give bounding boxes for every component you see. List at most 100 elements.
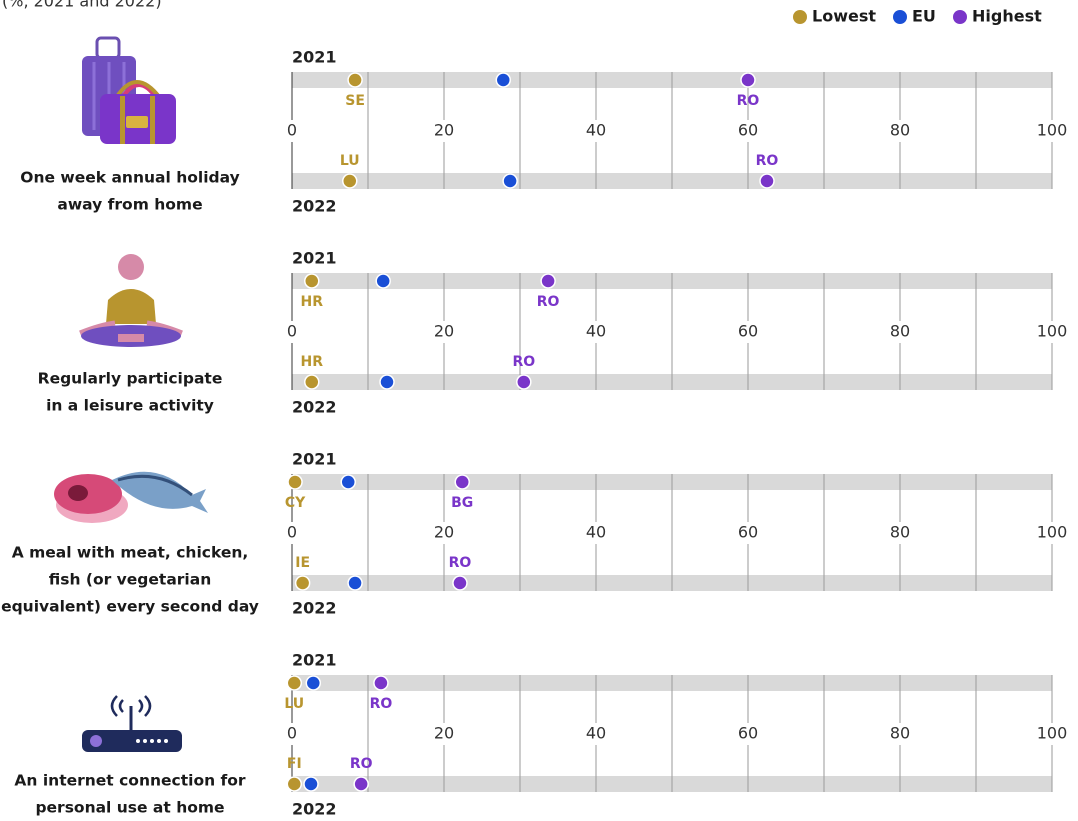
dot <box>540 273 556 289</box>
category-label: A meal with meat, chicken, <box>12 544 249 562</box>
legend-label: EU <box>912 7 936 26</box>
category-label: Regularly participate <box>38 370 223 388</box>
x-tick-label: 60 <box>738 523 758 542</box>
x-tick-label: 0 <box>287 121 297 140</box>
country-label: RO <box>449 555 472 571</box>
x-tick-label: 40 <box>586 523 606 542</box>
router-icon <box>82 695 182 752</box>
dot <box>304 374 320 390</box>
category-label: in a leisure activity <box>46 397 214 415</box>
dot <box>305 675 322 691</box>
x-tick-label: 80 <box>890 523 910 542</box>
country-label: SE <box>345 93 365 109</box>
country-label: BG <box>451 495 473 511</box>
x-tick-label: 60 <box>738 121 758 140</box>
year-label: 2022 <box>292 599 337 618</box>
dot <box>287 474 303 490</box>
legend-label: Highest <box>972 7 1042 26</box>
dot <box>286 776 303 792</box>
year-label: 2021 <box>292 450 337 469</box>
x-tick-label: 100 <box>1037 322 1068 341</box>
x-tick-label: 40 <box>586 121 606 140</box>
tick-label-bg <box>1032 321 1072 343</box>
category-label: away from home <box>57 196 202 214</box>
x-tick-label: 80 <box>890 121 910 140</box>
x-tick-label: 80 <box>890 724 910 743</box>
x-tick-label: 0 <box>287 724 297 743</box>
tick-label-bg <box>576 120 616 142</box>
x-tick-label: 20 <box>434 322 454 341</box>
country-label: RO <box>756 153 779 169</box>
tick-label-bg <box>880 723 920 745</box>
country-label: FI <box>287 756 302 772</box>
tick-label-bg <box>880 522 920 544</box>
dot <box>342 173 358 189</box>
year-label: 2022 <box>292 800 337 819</box>
year-label: 2022 <box>292 197 337 216</box>
x-tick-label: 40 <box>586 724 606 743</box>
country-label: RO <box>512 354 535 370</box>
country-label: RO <box>350 756 373 772</box>
dot <box>340 474 356 490</box>
tick-label-bg <box>576 723 616 745</box>
tick-label-bg <box>272 522 312 544</box>
dot <box>740 72 756 88</box>
country-label: LU <box>284 696 304 712</box>
year-label: 2021 <box>292 249 337 268</box>
country-label: RO <box>737 93 760 109</box>
dot <box>347 72 363 88</box>
x-tick-label: 60 <box>738 322 758 341</box>
year-label: 2021 <box>292 48 337 67</box>
x-tick-label: 60 <box>738 724 758 743</box>
x-tick-label: 20 <box>434 121 454 140</box>
x-tick-label: 100 <box>1037 121 1068 140</box>
tick-label-bg <box>272 321 312 343</box>
legend-marker <box>793 10 807 24</box>
tick-label-bg <box>272 723 312 745</box>
x-tick-label: 0 <box>287 523 297 542</box>
year-label: 2021 <box>292 651 337 670</box>
x-tick-label: 100 <box>1037 724 1068 743</box>
tick-label-bg <box>424 522 464 544</box>
x-tick-label: 40 <box>586 322 606 341</box>
legend-marker <box>893 10 907 24</box>
year-label: 2022 <box>292 398 337 417</box>
dot <box>304 273 320 289</box>
dot <box>373 675 389 691</box>
category-label: An internet connection for <box>14 772 245 790</box>
tick-label-bg <box>728 321 768 343</box>
dot <box>379 374 395 390</box>
tick-label-bg <box>576 522 616 544</box>
x-tick-label: 20 <box>434 523 454 542</box>
tick-label-bg <box>424 120 464 142</box>
country-label: IE <box>295 555 310 571</box>
dot <box>375 273 391 289</box>
dot <box>502 173 518 189</box>
dot <box>347 575 363 591</box>
dot <box>294 575 311 591</box>
dot <box>454 474 470 490</box>
x-tick-label: 20 <box>434 724 454 743</box>
tick-label-bg <box>1032 723 1072 745</box>
category-label: equivalent) every second day <box>1 598 259 616</box>
dot <box>452 575 468 591</box>
tick-label-bg <box>1032 120 1072 142</box>
country-label: CY <box>285 495 306 511</box>
category-label: fish (or vegetarian <box>49 571 211 589</box>
x-tick-label: 0 <box>287 322 297 341</box>
tick-label-bg <box>728 723 768 745</box>
country-label: RO <box>370 696 393 712</box>
dot <box>495 72 512 88</box>
dot <box>759 173 775 189</box>
tick-label-bg <box>880 321 920 343</box>
x-tick-label: 80 <box>890 322 910 341</box>
legend-marker <box>953 10 967 24</box>
food-icon <box>54 471 208 523</box>
dot <box>286 675 303 691</box>
country-label: HR <box>301 354 324 370</box>
category-label: One week annual holiday <box>20 169 239 187</box>
dot <box>353 776 369 792</box>
leisure-icon <box>79 254 183 347</box>
dot <box>516 374 532 390</box>
